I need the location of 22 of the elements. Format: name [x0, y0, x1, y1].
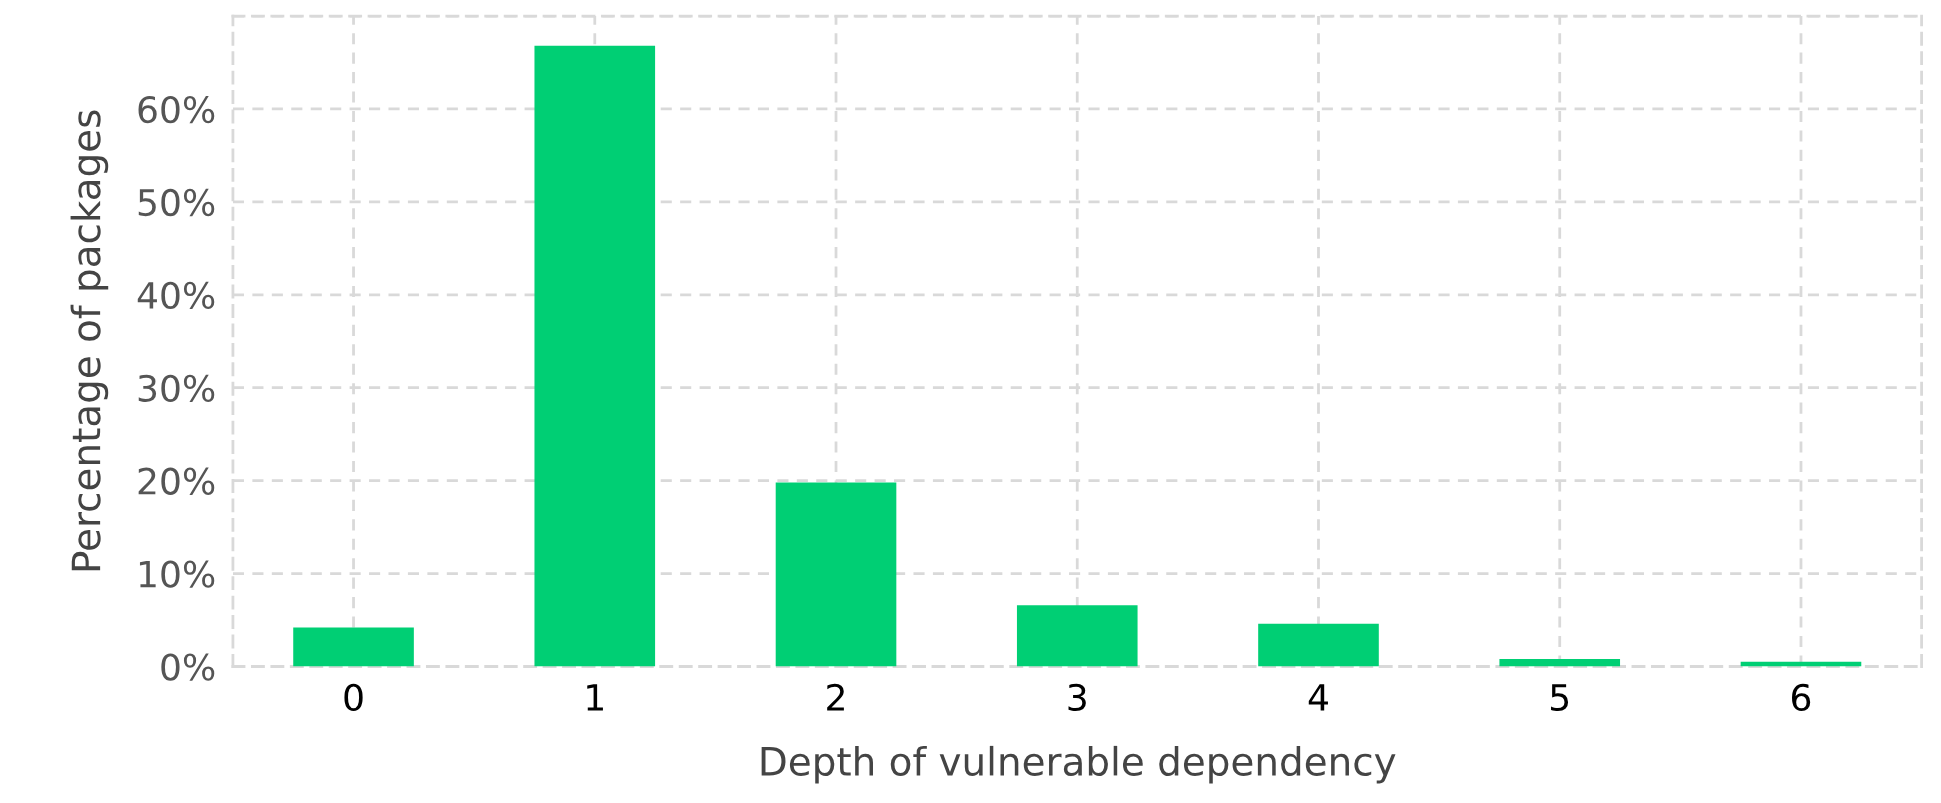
x-tick-label: 4 — [1308, 684, 1328, 711]
bar — [1016, 605, 1138, 667]
bar — [1499, 659, 1621, 667]
bar — [534, 45, 656, 667]
bar — [775, 482, 897, 667]
y-tick-label: 0% — [161, 653, 215, 681]
x-axis-title: Depth of vulnerable dependency — [761, 745, 1396, 784]
x-tick-label: 0 — [344, 683, 363, 712]
y-tick-label: 60% — [138, 95, 215, 124]
x-tick-label: 1 — [587, 684, 603, 711]
y-tick-label: 10% — [139, 560, 215, 588]
bar — [293, 627, 414, 667]
x-tick-label: 2 — [827, 683, 844, 711]
y-tick-label: 50% — [138, 188, 215, 217]
x-tick-label: 3 — [1068, 683, 1086, 712]
y-tick-label: 30% — [138, 374, 215, 402]
y-axis-title: Percentage of packages — [70, 110, 109, 571]
y-tick-label: 40% — [137, 281, 215, 310]
x-tick-label: 5 — [1551, 684, 1569, 712]
y-tick-label: 20% — [138, 467, 215, 495]
x-tick-label: 6 — [1792, 683, 1811, 712]
bar — [1258, 623, 1379, 667]
